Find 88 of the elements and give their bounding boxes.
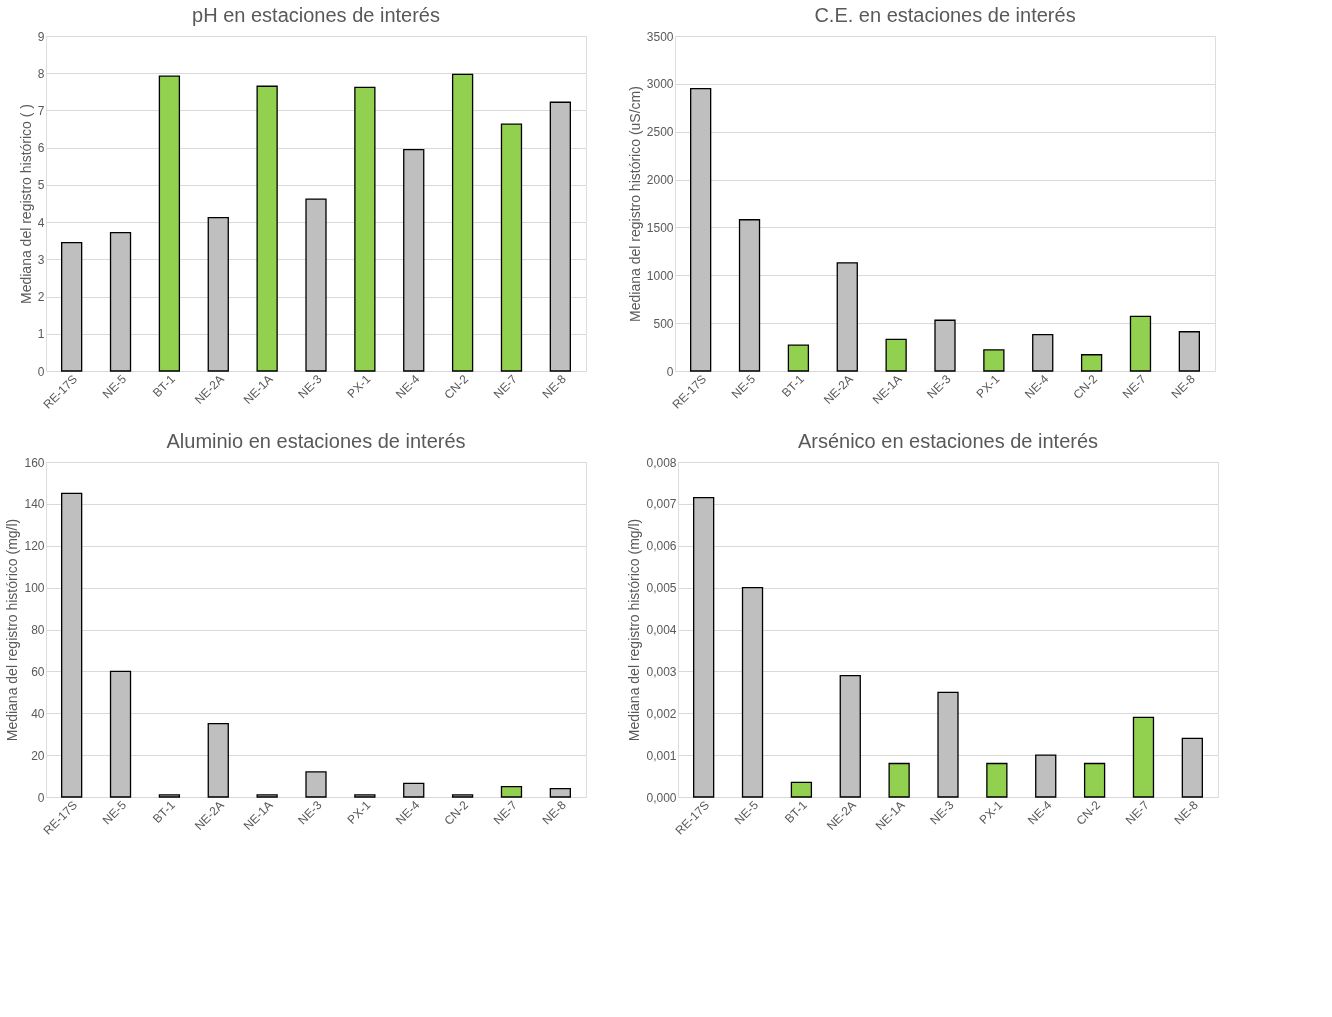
y-axis-title: Mediana del registro histórico (mg/l) — [626, 518, 643, 742]
y-tick-label: 6 — [37, 141, 45, 156]
bar — [451, 73, 474, 372]
bar — [403, 782, 425, 798]
bar — [305, 198, 327, 372]
y-tick-label: 0,008 — [646, 455, 677, 470]
bar — [207, 723, 229, 798]
bar — [207, 216, 229, 372]
bar — [1181, 737, 1203, 798]
bar — [790, 781, 813, 798]
y-tick-label: 7 — [37, 103, 45, 118]
bar — [983, 349, 1005, 372]
y-tick-label: 100 — [24, 581, 45, 596]
y-tick-label: 0 — [37, 790, 45, 805]
y-tick-label: 3500 — [646, 29, 674, 44]
y-tick-label: 0,006 — [646, 539, 677, 554]
bar — [738, 219, 761, 372]
bar — [839, 674, 861, 798]
bar — [109, 670, 132, 798]
y-tick-label: 1000 — [646, 268, 674, 283]
bar — [1083, 762, 1106, 798]
y-tick-label: 0,007 — [646, 497, 677, 512]
y-tick-label: 8 — [37, 66, 45, 81]
bar — [1035, 754, 1057, 798]
bar — [158, 794, 181, 798]
bar — [888, 762, 910, 798]
bar — [354, 86, 376, 372]
y-tick-label: 5 — [37, 178, 45, 193]
bar — [158, 75, 181, 372]
chart-title: Arsénico en estaciones de interés — [797, 430, 1099, 452]
y-tick-label: 3000 — [646, 77, 674, 92]
bar — [500, 785, 523, 798]
y-tick-label: 3 — [37, 252, 45, 267]
bar — [885, 338, 907, 372]
bar — [61, 241, 83, 372]
y-tick-label: 4 — [37, 215, 45, 230]
bar — [403, 148, 425, 372]
y-tick-label: 160 — [24, 455, 45, 470]
bar — [937, 691, 959, 798]
bar — [934, 319, 956, 372]
bar — [305, 771, 327, 798]
bar — [1129, 315, 1152, 372]
y-tick-label: 0,003 — [646, 664, 677, 679]
y-tick-label: 140 — [24, 497, 45, 512]
bar — [693, 496, 715, 798]
y-axis-title: Mediana del registro histórico (mg/l) — [4, 518, 21, 742]
y-tick-label: 0,001 — [646, 748, 677, 763]
y-tick-label: 2 — [37, 290, 45, 305]
y-tick-label: 0,000 — [646, 790, 677, 805]
y-tick-label: 0 — [666, 364, 674, 379]
bar — [741, 586, 764, 798]
bar — [690, 87, 712, 372]
y-axis-title: Mediana del registro histórico (uS/cm) — [626, 86, 643, 322]
y-tick-label: 0 — [37, 364, 45, 379]
y-tick-label: 120 — [24, 539, 45, 554]
bar — [61, 492, 83, 798]
y-tick-label: 2000 — [646, 173, 674, 188]
bar — [986, 762, 1008, 798]
y-tick-label: 0,005 — [646, 581, 677, 596]
chart-title: pH en estaciones de interés — [192, 4, 440, 26]
chart-title: Aluminio en estaciones de interés — [166, 430, 466, 452]
y-tick-label: 0,002 — [646, 706, 677, 721]
bar — [451, 794, 474, 798]
bar — [1132, 716, 1155, 798]
bar — [109, 231, 132, 372]
bar — [354, 794, 376, 798]
bar — [787, 344, 810, 372]
bar — [549, 787, 571, 798]
y-tick-label: 9 — [37, 29, 45, 44]
y-tick-label: 1500 — [646, 220, 674, 235]
bar — [1032, 333, 1054, 372]
bar — [1080, 354, 1103, 372]
y-tick-label: 20 — [31, 748, 45, 763]
y-tick-label: 1 — [37, 327, 45, 342]
y-tick-label: 60 — [31, 664, 45, 679]
bar — [1178, 331, 1200, 372]
y-tick-label: 40 — [31, 706, 45, 721]
y-axis-title: Mediana del registro histórico ( ) — [17, 104, 34, 304]
y-tick-label: 2500 — [646, 125, 674, 140]
y-tick-label: 500 — [653, 316, 674, 331]
bar — [256, 85, 278, 372]
bar — [256, 794, 278, 798]
bar — [500, 123, 523, 372]
bar — [836, 262, 858, 372]
y-tick-label: 80 — [31, 623, 45, 637]
bar — [549, 101, 571, 372]
chart-title: C.E. en estaciones de interés — [814, 4, 1076, 26]
y-tick-label: 0,004 — [646, 623, 677, 637]
